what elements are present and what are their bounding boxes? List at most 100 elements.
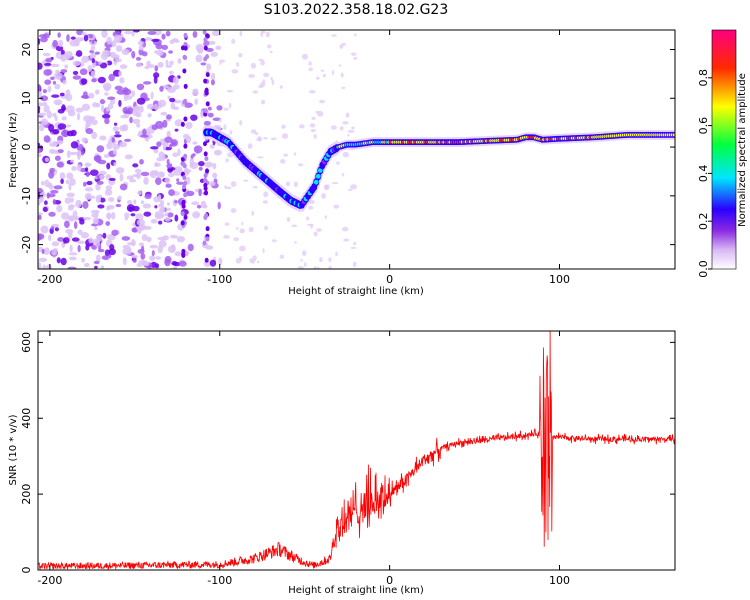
spectrogram-frame	[37, 29, 676, 270]
noise-blob	[279, 158, 286, 164]
noise-blob	[57, 237, 65, 242]
noise-blob	[135, 56, 142, 61]
noise-blob	[113, 34, 123, 43]
noise-blob	[99, 135, 107, 141]
noise-blob	[100, 265, 105, 269]
noise-blob	[133, 30, 140, 33]
noise-blob	[109, 99, 116, 105]
noise-blob	[117, 195, 122, 201]
noise-blob	[192, 141, 198, 145]
noise-blob	[301, 53, 309, 60]
noise-blob	[113, 61, 118, 65]
noise-blob	[131, 227, 137, 233]
noise-blob	[38, 233, 42, 241]
noise-blob	[65, 179, 70, 185]
noise-blob	[102, 82, 112, 91]
noise-blob	[146, 236, 152, 243]
noise-blob	[313, 133, 317, 139]
noise-blob	[265, 31, 270, 38]
noise-blob	[97, 248, 105, 253]
noise-blob	[198, 188, 202, 197]
noise-blob	[118, 70, 122, 77]
chart-title: S103.2022.358.18.02.G23	[264, 2, 449, 18]
noise-blob	[131, 255, 139, 259]
colorbar-tick-label: 0.0	[697, 260, 710, 278]
noise-blob	[61, 116, 67, 121]
noise-blob	[137, 40, 144, 46]
noise-blob	[136, 123, 141, 128]
noise-blob	[171, 38, 179, 43]
noise-blob	[104, 189, 113, 196]
noise-blob	[160, 111, 168, 116]
noise-blob	[239, 30, 243, 37]
noise-blob	[66, 172, 74, 180]
noise-blob	[114, 131, 120, 135]
noise-blob	[155, 177, 162, 186]
noise-blob	[106, 142, 113, 150]
noise-blob	[53, 72, 63, 80]
noise-blob	[138, 45, 144, 51]
noise-blob	[57, 32, 61, 38]
noise-blob	[45, 58, 53, 63]
noise-blob	[269, 50, 273, 54]
noise-blob	[263, 72, 270, 78]
noise-blob	[107, 96, 116, 101]
noise-blob	[193, 145, 203, 154]
noise-blob	[187, 243, 194, 252]
noise-blob	[139, 105, 144, 113]
noise-blob	[172, 152, 179, 158]
noise-blob	[131, 50, 136, 59]
noise-blob	[205, 33, 210, 39]
noise-blob	[95, 195, 102, 203]
noise-blob	[308, 67, 313, 72]
noise-blob	[166, 163, 173, 169]
noise-blob	[183, 167, 190, 176]
noise-blob	[147, 64, 155, 68]
noise-blob	[41, 248, 45, 255]
noise-blob	[228, 102, 232, 109]
noise-blob	[294, 241, 297, 244]
noise-blob	[84, 192, 92, 200]
spectrogram-xtick-label: -100	[207, 273, 232, 286]
noise-blob	[94, 265, 98, 269]
noise-blob	[165, 207, 172, 211]
noise-blob	[51, 94, 60, 98]
noise-blob	[164, 212, 169, 217]
noise-blob	[40, 180, 45, 186]
snr-ytick-label: 200	[20, 484, 33, 505]
noise-blob	[64, 64, 69, 69]
noise-blob	[149, 170, 158, 179]
noise-blob	[91, 78, 97, 83]
noise-blob	[161, 44, 169, 51]
noise-blob	[52, 198, 56, 205]
noise-blob	[115, 45, 123, 52]
noise-blob	[82, 95, 90, 99]
noise-blob	[165, 59, 169, 67]
noise-blob	[203, 182, 208, 188]
noise-blob	[164, 216, 171, 222]
noise-blob	[252, 186, 258, 189]
noise-blob	[203, 78, 208, 84]
noise-blob	[54, 155, 61, 161]
noise-blob	[124, 30, 133, 35]
noise-blob	[238, 52, 243, 58]
noise-blob	[203, 151, 208, 157]
noise-blob	[53, 185, 63, 190]
noise-blob	[136, 171, 141, 180]
noise-blob	[48, 171, 55, 179]
noise-blob	[225, 186, 232, 190]
noise-blob	[38, 200, 41, 206]
noise-blob	[249, 258, 254, 263]
noise-blob	[174, 128, 179, 132]
noise-blob	[115, 203, 122, 208]
noise-blob	[197, 160, 205, 167]
noise-blob	[315, 110, 320, 114]
noise-blob	[62, 237, 70, 244]
noise-blob	[136, 83, 145, 91]
noise-blob	[105, 106, 110, 112]
snr-axes: -200 -100 0 100 0 200 400 600	[20, 331, 675, 587]
noise-blob	[181, 203, 186, 209]
noise-blob	[203, 45, 208, 51]
noise-blob	[308, 205, 314, 210]
noise-blob	[324, 215, 327, 219]
